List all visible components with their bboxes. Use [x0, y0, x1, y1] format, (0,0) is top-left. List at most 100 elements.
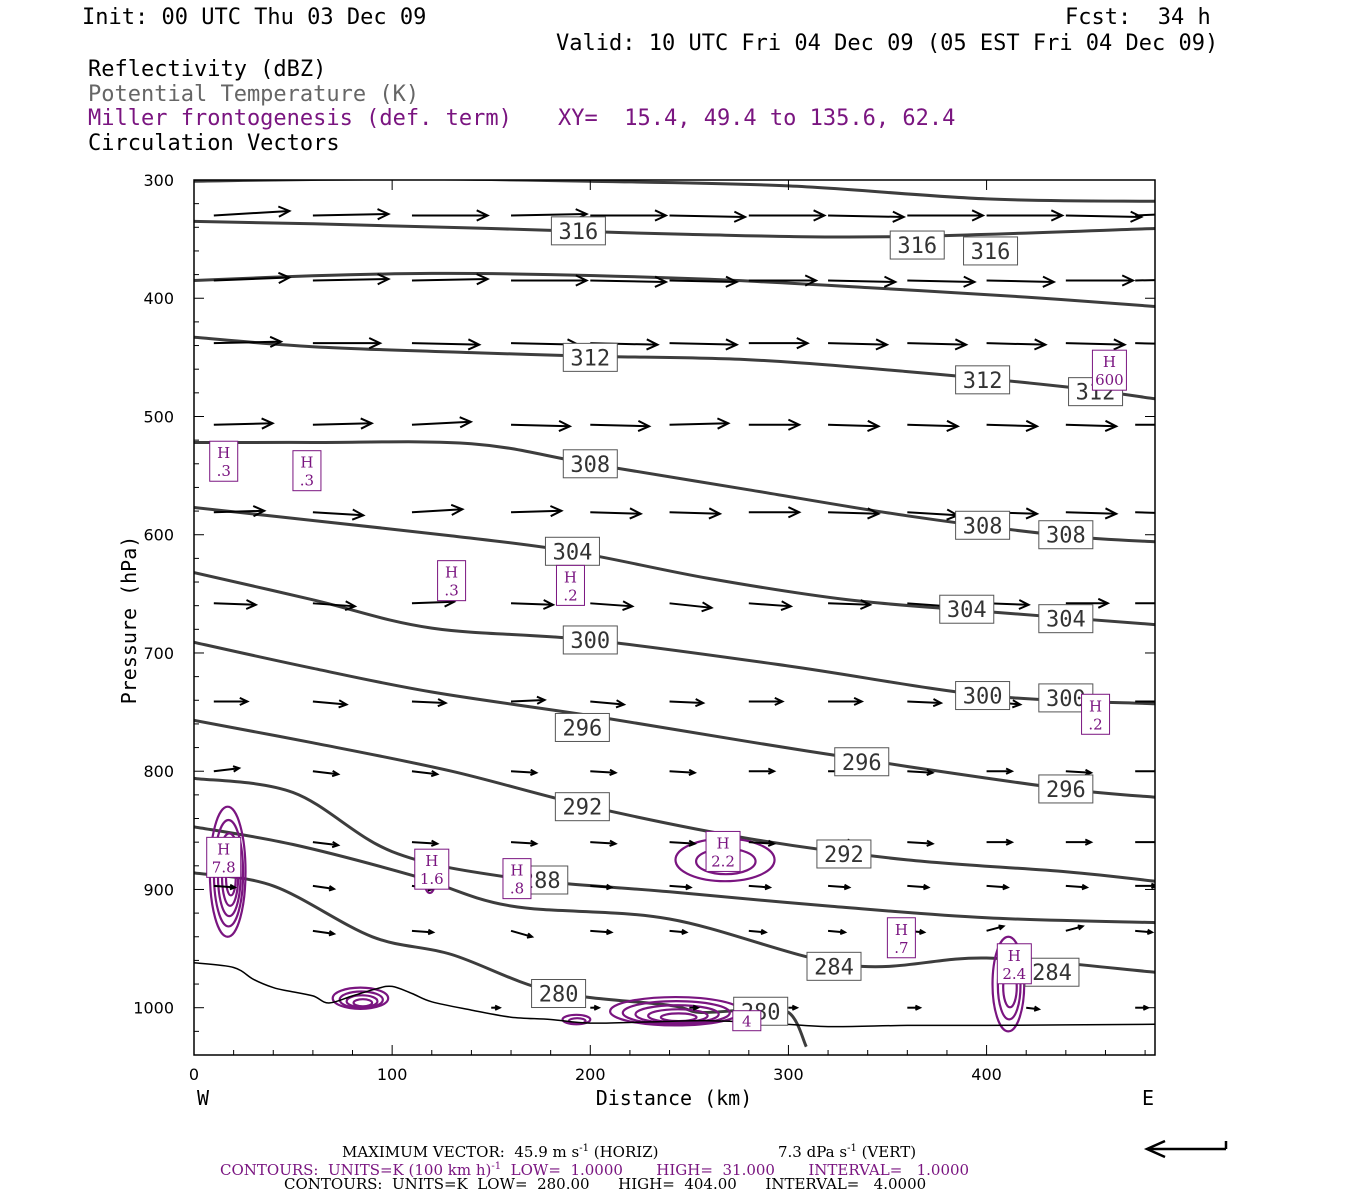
circulation-vector	[213, 765, 242, 773]
y-axis-label: Pressure (hPa)	[117, 536, 141, 705]
vector-shaft	[510, 929, 533, 938]
circulation-vector	[907, 698, 944, 708]
theta-label-box	[963, 236, 1019, 266]
fronto-max-label: H2.2	[705, 830, 741, 872]
vector-head	[1077, 924, 1085, 931]
field-circulation-vectors: Circulation Vectors	[88, 131, 340, 156]
vector-shaft	[907, 700, 941, 704]
vector-shaft	[1065, 423, 1117, 428]
vector-head	[269, 335, 284, 348]
vector-head	[688, 839, 698, 847]
footer-horiz-tag: (HORIZ)	[588, 1143, 659, 1161]
fronto-max-label: H.2	[555, 564, 585, 606]
vector-shaft	[986, 279, 1054, 284]
theta-label-316: 316	[550, 216, 606, 246]
theta-label-292: 292	[816, 839, 872, 869]
vector-head	[609, 839, 618, 847]
theta-label-300: 300	[955, 681, 1011, 711]
fronto-max-box	[414, 848, 450, 890]
x-end-label-west: W	[197, 1086, 210, 1110]
circulation-vector	[312, 273, 391, 286]
vector-head	[229, 883, 238, 891]
theta-label-text: 284	[1032, 961, 1072, 986]
theta-label-box	[939, 594, 995, 624]
vector-head	[716, 417, 731, 430]
circulation-vector	[213, 883, 238, 891]
vector-head	[450, 503, 465, 516]
circulation-vector	[907, 768, 935, 777]
vector-head	[530, 768, 539, 777]
vector-shaft	[510, 602, 554, 606]
theta-label-280: 280	[531, 979, 587, 1009]
theta-label-text: 312	[963, 369, 1003, 394]
vector-shaft	[411, 278, 488, 282]
vector-shaft	[213, 767, 240, 773]
circulation-vector	[1065, 507, 1119, 520]
theta-label-304: 304	[544, 536, 600, 566]
circulation-vector	[748, 767, 777, 775]
vector-shaft	[748, 602, 791, 608]
y-tick-label: 400	[143, 289, 174, 308]
vector-head	[1025, 507, 1040, 520]
circulation-vector	[1065, 210, 1144, 223]
vector-shaft	[669, 214, 746, 218]
vector-head	[344, 600, 358, 612]
circulation-vector	[590, 928, 614, 936]
circulation-vector	[828, 419, 881, 433]
circulation-vector	[986, 209, 1065, 222]
fronto-max-label: H.2	[1081, 693, 1111, 735]
circulation-vector	[1065, 419, 1119, 433]
circulation-vector	[986, 883, 1010, 891]
circulation-vector	[828, 210, 907, 223]
circulation-vector	[669, 883, 693, 891]
fronto-max-label: 4	[732, 1010, 762, 1032]
circulation-vector	[1135, 208, 1211, 218]
vector-head	[526, 932, 535, 939]
vector-head	[239, 696, 250, 706]
vector-head	[926, 768, 935, 777]
theta-label-text: 308	[1046, 524, 1086, 549]
footer-vert-tag: (VERT)	[856, 1143, 917, 1161]
vector-shaft	[748, 929, 766, 934]
circulation-vector	[411, 770, 440, 778]
vector-shaft	[411, 342, 480, 346]
vector-head	[1200, 208, 1211, 218]
vector-shaft	[669, 700, 704, 704]
vector-head	[1097, 597, 1111, 609]
vector-shaft	[511, 423, 570, 428]
vector-head	[593, 1004, 602, 1011]
vector-head	[780, 600, 794, 612]
circulation-vector	[1135, 602, 1155, 605]
fronto-max-box	[886, 917, 916, 959]
theta-label-308: 308	[562, 449, 618, 479]
fronto-max-value: 2.4	[1002, 965, 1026, 983]
vector-head	[232, 765, 242, 773]
fronto-max-letter: H	[1008, 947, 1021, 965]
circulation-vector	[986, 924, 1006, 932]
footer-sup-2: -1	[847, 1143, 857, 1154]
circulation-vector	[213, 505, 267, 518]
theta-label-text: 304	[1046, 608, 1086, 633]
theta-label-300: 300	[1038, 683, 1094, 713]
theta-label-box	[1038, 520, 1094, 550]
theta-label-308: 308	[955, 510, 1011, 540]
vector-head	[787, 418, 802, 431]
vector-head	[536, 695, 547, 705]
vector-head	[1033, 1005, 1042, 1012]
circulation-vector	[828, 338, 890, 351]
circulation-vector	[828, 507, 881, 520]
theta-label-312: 312	[562, 342, 618, 372]
x-tick-label: 0	[189, 1065, 199, 1084]
field-potential-temperature: Potential Temperature (K)	[88, 82, 420, 107]
theta-label-316: 316	[963, 236, 1019, 266]
footer-theta-contours: CONTOURS: UNITS=K LOW= 280.00 HIGH= 404.…	[284, 1175, 927, 1193]
fronto-contour-sfc-cell-240	[659, 1012, 698, 1023]
vector-head	[875, 338, 890, 351]
theta-contour-288	[194, 776, 1155, 925]
theta-label-box	[955, 365, 1011, 395]
vector-head	[787, 506, 802, 519]
vector-shaft	[828, 602, 871, 606]
vector-shaft	[669, 511, 720, 515]
vector-head	[1002, 883, 1010, 891]
vector-shaft	[411, 770, 438, 776]
